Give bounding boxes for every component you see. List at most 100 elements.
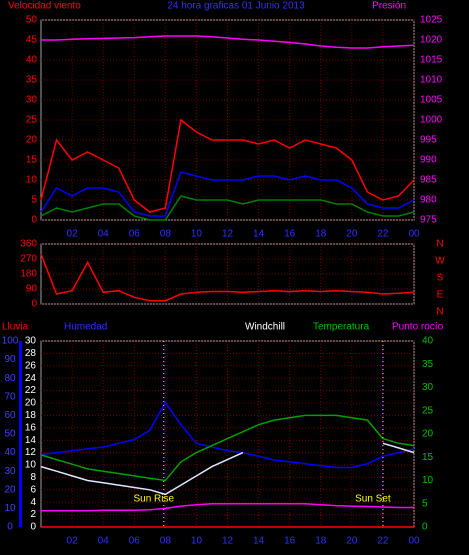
legend-entry: Windchill bbox=[245, 322, 285, 333]
y2-tick-label: 975 bbox=[420, 215, 437, 226]
series-line bbox=[41, 35, 415, 49]
compass-label: E bbox=[437, 290, 444, 301]
series-line bbox=[382, 442, 415, 454]
x-tick-label: 12 bbox=[222, 229, 234, 240]
y-tick-label: 50 bbox=[26, 15, 38, 26]
x-tick-label: 02 bbox=[67, 536, 79, 547]
x-tick-label: 10 bbox=[191, 536, 203, 547]
series-line bbox=[40, 118, 415, 213]
y-tick-label: 30 bbox=[26, 95, 38, 106]
y-tick-label: 0 bbox=[31, 215, 37, 226]
annotation: Sun Rise bbox=[133, 494, 174, 505]
y-tick-label: 0 bbox=[7, 522, 13, 533]
x-tick-label: 06 bbox=[129, 536, 141, 547]
x-tick-label: 06 bbox=[129, 229, 141, 240]
y-tick-label: 80 bbox=[4, 373, 16, 384]
y2-tick-label: 990 bbox=[420, 155, 437, 166]
y2-tick-label: 26 bbox=[25, 360, 37, 371]
y2-tick-label: 22 bbox=[25, 385, 37, 396]
x-tick-label: 02 bbox=[67, 229, 79, 240]
x-tick-label: 10 bbox=[191, 229, 203, 240]
y2-tick-label: 985 bbox=[420, 175, 437, 186]
y-tick-label: 40 bbox=[4, 447, 16, 458]
x-tick-label: 18 bbox=[315, 536, 327, 547]
y3-tick-label: 0 bbox=[422, 522, 428, 533]
x-tick-label: 20 bbox=[346, 229, 358, 240]
y2-tick-label: 995 bbox=[420, 135, 437, 146]
series-line bbox=[40, 195, 415, 221]
legend-entry: Lluvia bbox=[2, 322, 29, 333]
wind-speed-label: Velocidad viento bbox=[8, 1, 81, 12]
legend-entry: Temperatura bbox=[313, 322, 370, 333]
series-line bbox=[40, 253, 415, 302]
x-tick-label: 14 bbox=[253, 536, 265, 547]
y-tick-label: 20 bbox=[26, 135, 38, 146]
y2-tick-label: 6 bbox=[30, 484, 36, 495]
y-tick-label: 60 bbox=[4, 410, 16, 421]
y2-tick-label: 8 bbox=[30, 472, 36, 483]
y2-tick-label: 12 bbox=[25, 447, 37, 458]
y-tick-label: 35 bbox=[26, 75, 38, 86]
x-tick-label: 22 bbox=[377, 536, 389, 547]
x-tick-label: 20 bbox=[346, 536, 358, 547]
y-tick-label: 70 bbox=[4, 391, 16, 402]
x-tick-label: 04 bbox=[98, 229, 110, 240]
y-tick-label: 30 bbox=[4, 466, 16, 477]
y3-tick-label: 30 bbox=[422, 382, 434, 393]
y2-tick-label: 980 bbox=[420, 195, 437, 206]
y-tick-label: 10 bbox=[4, 503, 16, 514]
x-tick-label: 16 bbox=[284, 229, 296, 240]
y-tick-label: 0 bbox=[31, 299, 37, 310]
y2-tick-label: 28 bbox=[25, 348, 37, 359]
compass-label: W bbox=[435, 256, 445, 267]
pressure-label: Presión bbox=[372, 1, 406, 12]
y-tick-label: 360 bbox=[20, 239, 37, 250]
y3-tick-label: 15 bbox=[422, 452, 434, 463]
y3-tick-label: 25 bbox=[422, 405, 434, 416]
annotation: Sun Set bbox=[355, 494, 391, 505]
y-tick-label: 90 bbox=[26, 284, 38, 295]
y-tick-label: 50 bbox=[4, 429, 16, 440]
series-line bbox=[40, 400, 415, 469]
y2-tick-label: 1005 bbox=[420, 95, 443, 106]
compass-label: N bbox=[436, 307, 443, 318]
y2-tick-label: 1015 bbox=[420, 55, 443, 66]
legend-entry: Punto rocío bbox=[392, 322, 444, 333]
y-tick-label: 5 bbox=[31, 195, 37, 206]
y-tick-label: 40 bbox=[26, 55, 38, 66]
series-line bbox=[40, 451, 244, 496]
y2-tick-label: 24 bbox=[25, 373, 37, 384]
x-tick-label: 00 bbox=[408, 229, 420, 240]
y2-tick-label: 18 bbox=[25, 410, 37, 421]
x-tick-label: 16 bbox=[284, 536, 296, 547]
y3-tick-label: 40 bbox=[422, 336, 434, 347]
y-tick-label: 20 bbox=[4, 484, 16, 495]
y2-tick-label: 16 bbox=[25, 422, 37, 433]
x-tick-label: 14 bbox=[253, 229, 265, 240]
compass-label: S bbox=[437, 273, 444, 284]
y2-tick-label: 20 bbox=[25, 398, 37, 409]
y3-tick-label: 5 bbox=[422, 498, 428, 509]
y3-tick-label: 20 bbox=[422, 429, 434, 440]
x-tick-label: 08 bbox=[160, 229, 172, 240]
x-tick-label: 08 bbox=[160, 536, 172, 547]
legend-entry: Humedad bbox=[64, 322, 107, 333]
series-line bbox=[41, 503, 414, 512]
humidity-axis-bar bbox=[19, 341, 22, 527]
y-tick-label: 100 bbox=[2, 336, 19, 347]
y2-tick-label: 1010 bbox=[420, 75, 443, 86]
y-tick-label: 10 bbox=[26, 175, 38, 186]
y-tick-label: 90 bbox=[4, 354, 16, 365]
x-tick-label: 22 bbox=[377, 229, 389, 240]
x-tick-label: 04 bbox=[98, 536, 110, 547]
y-tick-label: 45 bbox=[26, 35, 38, 46]
y2-tick-label: 10 bbox=[25, 460, 37, 471]
y2-tick-label: 4 bbox=[30, 497, 36, 508]
y2-tick-label: 30 bbox=[25, 336, 37, 347]
x-tick-label: 18 bbox=[315, 229, 327, 240]
y2-tick-label: 1000 bbox=[420, 115, 443, 126]
x-tick-label: 00 bbox=[408, 536, 420, 547]
series-line bbox=[40, 171, 415, 217]
